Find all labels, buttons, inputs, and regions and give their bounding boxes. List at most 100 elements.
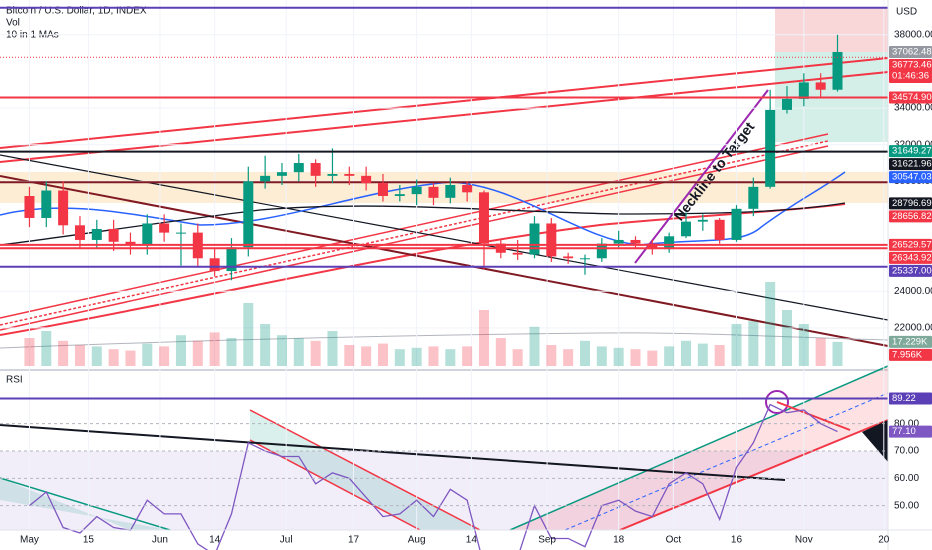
volume-bar	[647, 350, 658, 366]
volume-bar	[680, 340, 691, 366]
rsi-trend	[619, 419, 889, 531]
zone	[0, 172, 888, 203]
badge-label: 37062.48	[892, 46, 932, 57]
candle-body	[41, 190, 52, 218]
candle-body	[815, 82, 826, 90]
volume-bar	[596, 346, 607, 366]
candle-body	[798, 82, 809, 99]
badge-label: 34574.90	[892, 92, 932, 103]
volume-bar	[41, 331, 52, 366]
badge-label: 17.229K	[892, 336, 928, 347]
candle-body	[226, 247, 237, 272]
countdown: 01:46:36	[892, 70, 929, 81]
candle-body	[58, 190, 69, 226]
candle-body	[714, 219, 725, 240]
rsi-drawings	[0, 365, 889, 531]
highlight	[765, 390, 789, 414]
y-tick-label: 60.00	[894, 473, 919, 484]
volume-bar	[377, 343, 388, 366]
volume-bar	[58, 340, 69, 366]
drawings	[0, 57, 889, 349]
volume-bar	[478, 310, 489, 366]
badge-label: 31649.27	[892, 146, 932, 157]
chart-title: Bitcoin / U.S. Dollar, 1D, INDEX	[6, 6, 147, 17]
rsi-trend	[0, 477, 171, 531]
trend-line	[0, 71, 889, 163]
candle-body	[125, 241, 136, 246]
candle-body	[142, 223, 153, 246]
x-tick-label: 14	[209, 535, 221, 546]
x-tick-label: 15	[83, 535, 95, 546]
volume-bar	[613, 347, 624, 366]
x-tick-label: Sep	[538, 535, 556, 546]
trend-line	[0, 133, 829, 319]
target-box	[775, 8, 888, 52]
x-tick-label: 17	[348, 535, 360, 546]
volume-bar	[714, 345, 725, 366]
y-tick-label: 34000.00	[894, 103, 932, 114]
badge-label: 7.956K	[892, 349, 923, 360]
candle-body	[361, 175, 372, 184]
arrow	[862, 420, 888, 462]
x-tick-label: 16	[731, 535, 743, 546]
candle-body	[159, 223, 170, 233]
volume-bar	[209, 332, 220, 366]
volume-bar	[394, 349, 405, 366]
x-tick-label: Nov	[795, 535, 813, 546]
candle-body	[579, 258, 590, 260]
candle-body	[748, 186, 759, 209]
volume-bar	[832, 341, 843, 366]
candle-body	[680, 221, 691, 237]
volume-bar	[781, 310, 792, 366]
candle-body	[276, 172, 287, 176]
volume-bar	[445, 349, 456, 366]
badge-label: 30547.03	[892, 172, 932, 183]
y-tick-label: 70.00	[894, 446, 919, 457]
volume-bar	[748, 321, 759, 366]
candle-body	[832, 51, 843, 90]
rsi-band	[0, 451, 888, 530]
candle-body	[428, 186, 439, 198]
currency: USD	[896, 7, 917, 18]
x-tick-label: 14	[466, 535, 478, 546]
y-tick-label: 80.00	[894, 418, 919, 429]
volume-bar	[546, 345, 557, 366]
price-badge	[889, 425, 932, 438]
candle-body	[344, 174, 355, 176]
trend-line	[0, 57, 889, 149]
price-badge	[889, 251, 932, 264]
volume-bar	[175, 335, 186, 366]
candle-body	[781, 98, 792, 110]
candle-body	[596, 243, 607, 259]
volume-bar	[74, 345, 85, 366]
price-badge	[889, 145, 932, 158]
volume-bar	[529, 326, 540, 366]
y-tick-label: 24000.00	[894, 286, 932, 297]
volume-bar	[411, 347, 422, 366]
price-badge	[889, 58, 932, 83]
plot-layer	[0, 0, 888, 550]
volume-bar	[91, 346, 102, 366]
y-tick-label: 38000.00	[894, 29, 932, 40]
candle-body	[613, 239, 624, 244]
volume-bar	[731, 324, 742, 366]
x-tick-label: 20	[878, 535, 890, 546]
badge-label: 77.10	[892, 426, 916, 437]
candle-body	[74, 225, 85, 240]
rsi-channel	[0, 478, 170, 530]
candle-body	[647, 243, 658, 250]
candle-body	[697, 219, 708, 222]
volume-bar	[428, 346, 439, 366]
candle-body	[630, 239, 641, 244]
candle-body	[462, 185, 473, 193]
volume-bar	[798, 324, 809, 366]
rsi-trend	[0, 424, 786, 481]
rsi-line	[29, 403, 838, 550]
price-badge	[889, 264, 932, 277]
x-tick-label: Jul	[280, 535, 293, 546]
volume-bar	[192, 340, 203, 366]
volume-bar	[765, 282, 776, 366]
candle-body	[563, 256, 574, 259]
volume-bar	[24, 338, 35, 366]
